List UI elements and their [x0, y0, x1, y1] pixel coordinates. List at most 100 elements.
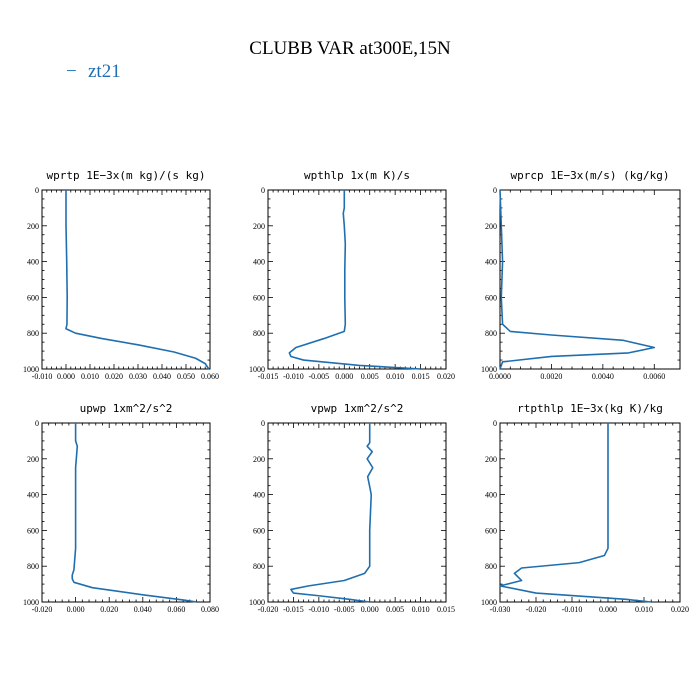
x-tick-label: 0.000 [335, 372, 353, 381]
y-tick-label: 600 [27, 293, 39, 302]
y-tick-label: 200 [485, 455, 497, 464]
y-tick-label: 0 [35, 419, 39, 428]
y-tick-label: 800 [485, 562, 497, 571]
y-tick-label: 0 [493, 186, 497, 195]
x-tick-label: -0.005 [309, 372, 330, 381]
x-tick-label: -0.030 [490, 605, 511, 614]
panel-2: wpthlp 1x(m K)/s -0.015 -0.010 -0.005 0.000 0… [249, 169, 455, 381]
series-line-zt21 [499, 189, 656, 370]
panel-title: rtpthlp 1E−3x(kg K)/kg [517, 402, 663, 415]
series-line-zt21 [288, 190, 421, 370]
x-tick-label: -0.015 [258, 372, 279, 381]
x-tick-label: 0.0040 [592, 372, 614, 381]
x-tick-label: 0.030 [129, 372, 147, 381]
x-tick-label: -0.020 [526, 605, 547, 614]
panel-title: wprtp 1E−3x(m kg)/(s kg) [47, 169, 206, 182]
panel-4: upwp 1xm^2/s^2 -0.020 0.000 0.020 0.040 0.060… [23, 402, 219, 614]
y-tick-label: 0 [35, 186, 39, 195]
x-tick-label: -0.005 [334, 605, 355, 614]
y-tick-label: 400 [253, 258, 265, 267]
panel-6: rtpthlp 1E−3x(kg K)/kg -0.030 -0.020 -0.010… [481, 402, 689, 614]
y-tick-label: 800 [27, 562, 39, 571]
series-line-zt21 [499, 423, 652, 603]
x-tick-label: 0.000 [599, 605, 617, 614]
y-tick-label: 1000 [481, 365, 497, 374]
x-tick-label: 0.010 [412, 605, 430, 614]
y-tick-label: 400 [27, 491, 39, 500]
y-tick-label: 200 [27, 455, 39, 464]
figure-title: CLUBB VAR at300E,15N [249, 38, 451, 59]
panel-grid: wprtp 1E−3x(m kg)/(s kg) -0.010 0.000 0.010… [23, 169, 689, 614]
x-tick-label: 0.015 [437, 605, 455, 614]
x-tick-label: 0.050 [177, 372, 195, 381]
y-tick-label: 600 [485, 526, 497, 535]
y-tick-label: 800 [485, 329, 497, 338]
y-tick-label: 200 [27, 222, 39, 231]
x-tick-label: 0.040 [134, 605, 152, 614]
x-tick-label: 0.080 [201, 605, 219, 614]
legend-label: zt21 [88, 61, 121, 82]
y-tick-label: 200 [253, 455, 265, 464]
y-tick-label: 400 [485, 258, 497, 267]
y-tick-label: 200 [485, 222, 497, 231]
panel-1: wprtp 1E−3x(m kg)/(s kg) -0.010 0.000 0.010… [23, 169, 219, 381]
y-tick-label: 1000 [249, 598, 265, 607]
x-tick-label: 0.040 [153, 372, 171, 381]
panel-3: wprcp 1E−3x(m/s) (kg/kg) 0.0000 0.0020 0.00… [481, 169, 681, 381]
y-tick-label: 1000 [23, 598, 39, 607]
series-line-zt21 [71, 423, 197, 603]
y-tick-label: 600 [27, 526, 39, 535]
x-tick-label: 0.0000 [489, 372, 511, 381]
x-tick-label: 0.010 [386, 372, 404, 381]
x-tick-label: -0.020 [32, 605, 53, 614]
x-tick-label: 0.020 [105, 372, 123, 381]
y-tick-label: 400 [27, 258, 39, 267]
y-tick-label: 600 [253, 293, 265, 302]
x-tick-label: -0.010 [32, 372, 53, 381]
y-tick-label: 600 [485, 293, 497, 302]
panel-5: vpwp 1xm^2/s^2 -0.020 -0.015 -0.010 -0.005 0.… [249, 402, 455, 614]
x-tick-label: 0.015 [412, 372, 430, 381]
x-tick-label: 0.0020 [540, 372, 562, 381]
x-tick-label: 0.020 [437, 372, 455, 381]
panel-title: wpthlp 1x(m K)/s [304, 169, 410, 182]
x-tick-label: 0.010 [81, 372, 99, 381]
y-tick-label: 1000 [23, 365, 39, 374]
x-tick-label: 0.060 [167, 605, 185, 614]
x-tick-label: 0.000 [67, 605, 85, 614]
y-tick-label: 0 [261, 419, 265, 428]
y-tick-label: 600 [253, 526, 265, 535]
panel-title: upwp 1xm^2/s^2 [80, 402, 173, 415]
series-line-zt21 [290, 423, 374, 603]
y-tick-label: 400 [253, 491, 265, 500]
x-tick-label: 0.005 [386, 605, 404, 614]
x-tick-label: 0.000 [57, 372, 75, 381]
y-tick-label: 1000 [249, 365, 265, 374]
y-tick-label: 800 [253, 329, 265, 338]
x-tick-label: 0.060 [201, 372, 219, 381]
x-tick-label: -0.010 [309, 605, 330, 614]
x-tick-label: 0.000 [361, 605, 379, 614]
x-tick-label: 0.020 [671, 605, 689, 614]
x-tick-label: -0.020 [258, 605, 279, 614]
y-tick-label: 800 [253, 562, 265, 571]
x-tick-label: 0.010 [635, 605, 653, 614]
y-tick-label: 0 [493, 419, 497, 428]
panel-title: vpwp 1xm^2/s^2 [311, 402, 404, 415]
legend: − zt21 [66, 61, 121, 82]
x-tick-label: -0.015 [283, 605, 304, 614]
x-tick-label: 0.020 [100, 605, 118, 614]
x-tick-label: 0.005 [361, 372, 379, 381]
y-tick-label: 400 [485, 491, 497, 500]
x-tick-label: -0.010 [283, 372, 304, 381]
series-line-zt21 [65, 190, 210, 370]
y-tick-label: 200 [253, 222, 265, 231]
legend-symbol: − [66, 61, 77, 82]
x-tick-label: -0.010 [562, 605, 583, 614]
panel-title: wprcp 1E−3x(m/s) (kg/kg) [511, 169, 670, 182]
x-tick-label: 0.0060 [643, 372, 665, 381]
y-tick-label: 0 [261, 186, 265, 195]
y-tick-label: 800 [27, 329, 39, 338]
